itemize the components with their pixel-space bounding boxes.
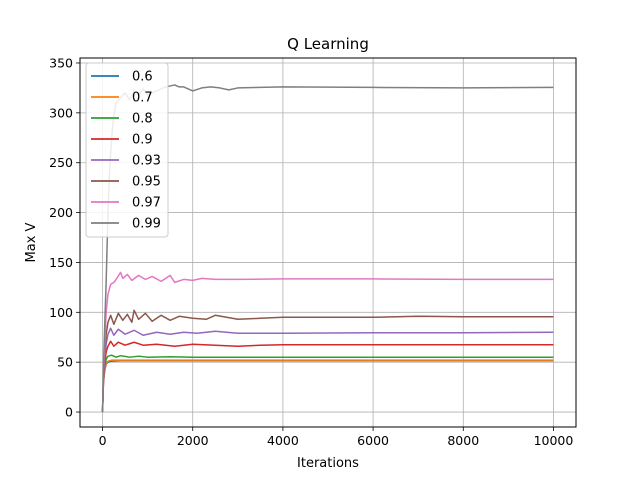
legend-entry-label: 0.9 xyxy=(132,133,153,148)
y-tick-label: 0 xyxy=(65,405,73,420)
y-tick-label: 150 xyxy=(49,255,73,270)
series-line-0-97 xyxy=(101,271,554,413)
legend-box xyxy=(85,62,169,238)
x-tick-label: 2000 xyxy=(177,433,209,448)
x-tick-label: 10000 xyxy=(534,433,574,448)
legend-entry-label: 0.7 xyxy=(132,91,153,106)
legend-entry-label: 0.93 xyxy=(132,154,161,169)
series-line-0-95 xyxy=(101,309,554,413)
x-tick-label: 6000 xyxy=(357,433,389,448)
legend-entry-label: 0.97 xyxy=(132,196,161,211)
chart-title: Q Learning xyxy=(287,35,369,53)
x-tick-label: 8000 xyxy=(447,433,479,448)
plot-frame xyxy=(79,57,577,428)
legend-entry-label: 0.8 xyxy=(132,112,153,127)
series-line-0-93 xyxy=(101,327,554,413)
y-tick-label: 250 xyxy=(49,155,73,170)
y-tick-label: 200 xyxy=(49,205,73,220)
series-line-0-8 xyxy=(101,354,554,413)
legend-entry-label: 0.99 xyxy=(132,217,161,232)
y-tick-label: 100 xyxy=(49,305,73,320)
legend: 0.6 0.7 0.8 0.9 0.93 0.95 0.97 0.99 xyxy=(85,62,169,238)
ticks: 0 2000 4000 6000 8000 10000 0 50 100 150 200 250 300… xyxy=(49,55,573,448)
x-tick-label: 0 xyxy=(99,433,107,448)
y-tick-label: 300 xyxy=(49,105,73,120)
x-axis-label: Iterations xyxy=(297,456,359,471)
x-tick-label: 4000 xyxy=(267,433,299,448)
series-line-0-9 xyxy=(101,340,554,413)
legend-entry-label: 0.95 xyxy=(132,175,161,190)
legend-entry-label: 0.6 xyxy=(132,70,153,85)
grid xyxy=(80,58,576,427)
y-tick-label: 350 xyxy=(49,55,73,70)
y-axis-label: Max V xyxy=(24,222,39,262)
y-tick-label: 50 xyxy=(57,355,73,370)
